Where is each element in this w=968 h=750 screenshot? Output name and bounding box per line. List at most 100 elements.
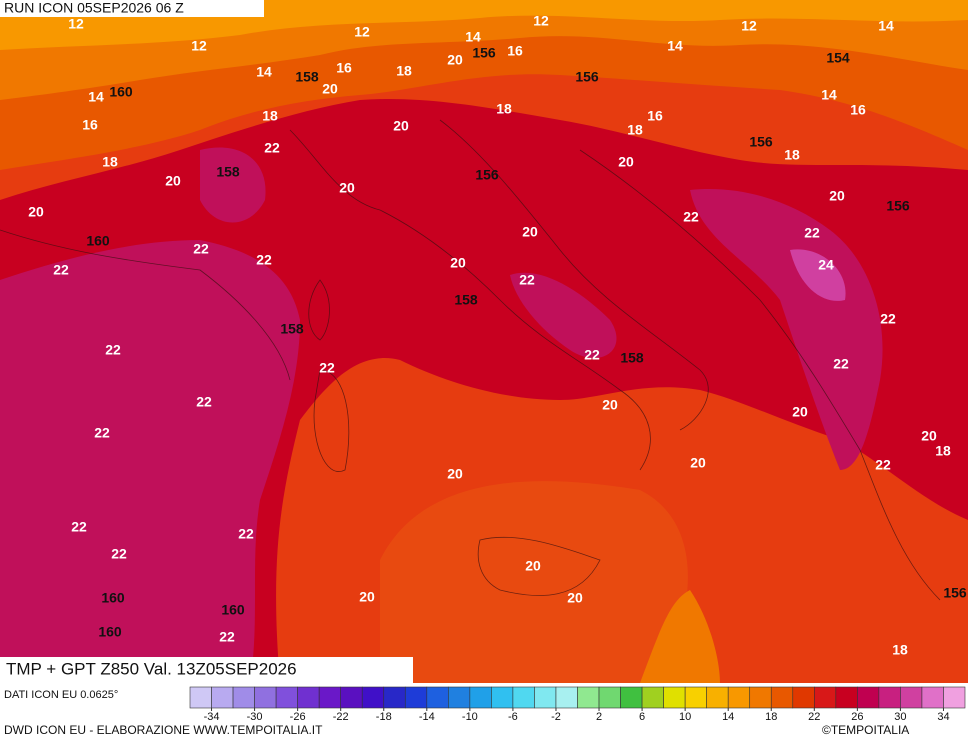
temperature-label: 12 bbox=[741, 18, 757, 34]
geopotential-label: 158 bbox=[620, 350, 644, 366]
temperature-label: 22 bbox=[238, 526, 254, 542]
coast-sicily bbox=[477, 536, 601, 596]
temperature-label: 22 bbox=[111, 546, 127, 562]
colorbar-tick-label: -18 bbox=[376, 711, 392, 723]
temperature-label: 12 bbox=[191, 38, 207, 54]
field-16-18 bbox=[640, 590, 720, 683]
temperature-label: 14 bbox=[821, 87, 837, 103]
colorbar-tick-label: -30 bbox=[247, 711, 263, 723]
field-22-24-alps bbox=[200, 147, 266, 223]
temperature-field bbox=[0, 0, 968, 684]
colorbar-swatch bbox=[426, 686, 449, 709]
colorbar-tick-label: 10 bbox=[679, 711, 691, 723]
temperature-label: 22 bbox=[804, 225, 820, 241]
coast-italy-west bbox=[289, 129, 651, 471]
colorbar-swatch bbox=[857, 686, 880, 709]
colorbar-swatch bbox=[620, 686, 643, 709]
temperature-label: 16 bbox=[336, 60, 352, 76]
geopotential-label: 158 bbox=[280, 321, 304, 337]
temperature-label: 20 bbox=[165, 173, 181, 189]
copyright: ©TEMPOITALIA bbox=[822, 723, 909, 737]
field-22-24-west bbox=[0, 240, 300, 683]
colorbar-swatch bbox=[814, 686, 837, 709]
temperature-label: 14 bbox=[667, 38, 683, 54]
colorbar-swatch bbox=[577, 686, 600, 709]
temperature-label: 20 bbox=[525, 558, 541, 574]
colorbar-swatch bbox=[404, 686, 428, 709]
temperature-label: 14 bbox=[465, 29, 481, 45]
temperature-label: 22 bbox=[833, 356, 849, 372]
temperature-label: 18 bbox=[784, 147, 800, 163]
temperature-label: 18 bbox=[935, 443, 951, 459]
colorbar-swatch bbox=[211, 686, 234, 709]
geopotential-label: 156 bbox=[575, 69, 599, 85]
colorbar-swatch bbox=[792, 686, 815, 709]
temperature-label: 22 bbox=[196, 394, 212, 410]
geopotential-label: 160 bbox=[101, 590, 125, 606]
temperature-label: 18 bbox=[627, 122, 643, 138]
temperature-label: 20 bbox=[447, 52, 463, 68]
coast-france bbox=[0, 229, 291, 381]
temperature-label: 22 bbox=[71, 519, 87, 535]
colorbar-swatch bbox=[448, 686, 471, 709]
temperature-label: 22 bbox=[105, 342, 121, 358]
temperature-label: 20 bbox=[447, 466, 463, 482]
colorbar-swatch bbox=[770, 686, 794, 709]
colorbar-swatch bbox=[232, 686, 255, 709]
temperature-label: 20 bbox=[921, 428, 937, 444]
colorbar-swatch bbox=[469, 686, 492, 709]
temperature-label: 20 bbox=[322, 81, 338, 97]
temperature-label: 22 bbox=[880, 311, 896, 327]
temperature-label: 22 bbox=[519, 272, 535, 288]
geopotential-label: 154 bbox=[826, 50, 850, 66]
colorbar-swatch bbox=[318, 686, 341, 709]
geopotential-label: 160 bbox=[221, 602, 245, 618]
colorbar-swatch bbox=[534, 686, 557, 709]
colorbar-swatch bbox=[491, 686, 514, 709]
temperature-label: 20 bbox=[393, 118, 409, 134]
temperature-label: 20 bbox=[522, 224, 538, 240]
geopotential-label: 160 bbox=[98, 624, 122, 640]
temperature-label: 14 bbox=[878, 18, 894, 34]
geopotential-label: 160 bbox=[86, 233, 110, 249]
geopotential-label: 156 bbox=[749, 134, 773, 150]
temperature-label: 18 bbox=[892, 642, 908, 658]
colorbar-tick-label: 6 bbox=[639, 711, 645, 723]
temperature-label: 14 bbox=[88, 89, 104, 105]
colorbar-swatch bbox=[254, 686, 277, 709]
colorbar-swatch bbox=[900, 686, 923, 709]
temperature-label: 16 bbox=[507, 43, 523, 59]
colorbar-swatch bbox=[361, 686, 385, 709]
colorbar-swatch bbox=[878, 686, 901, 709]
run-label: RUN ICON 05SEP2026 06 Z bbox=[4, 0, 184, 16]
coastlines bbox=[0, 119, 941, 601]
temperature-label: 22 bbox=[264, 140, 280, 156]
field-22-24-balkans bbox=[690, 189, 883, 471]
colorbar-swatch bbox=[727, 686, 751, 709]
temperature-label: 22 bbox=[584, 347, 600, 363]
colorbar-swatch bbox=[340, 686, 363, 709]
coast-sardinia bbox=[313, 369, 350, 472]
temperature-label: 22 bbox=[683, 209, 699, 225]
temperature-label: 18 bbox=[262, 108, 278, 124]
colorbar-swatch bbox=[921, 686, 944, 709]
temperature-label: 18 bbox=[102, 154, 118, 170]
colorbar-swatch bbox=[684, 686, 707, 709]
temperature-label: 20 bbox=[792, 404, 808, 420]
colorbar-tick-label: 2 bbox=[596, 711, 602, 723]
credit: DWD ICON EU - ELABORAZIONE WWW.TEMPOITAL… bbox=[4, 723, 323, 737]
temperature-label: 20 bbox=[567, 590, 583, 606]
colorbar-tick-label: -26 bbox=[290, 711, 306, 723]
run-box bbox=[0, 0, 264, 17]
temperature-label: 22 bbox=[53, 262, 69, 278]
temperature-label: 12 bbox=[68, 16, 84, 32]
colorbar-swatch bbox=[275, 686, 298, 709]
coast-italy-east bbox=[439, 119, 709, 431]
colorbar: -34 -30 -26 -22 -18 -14 -10 -6 -2 2 6 10 14 18 22 26 30 3… bbox=[189, 686, 966, 723]
colorbar-swatch bbox=[512, 686, 535, 709]
geopotential-label: 158 bbox=[295, 69, 319, 85]
title-box bbox=[0, 657, 413, 683]
colorbar-tick-label: -34 bbox=[204, 711, 220, 723]
